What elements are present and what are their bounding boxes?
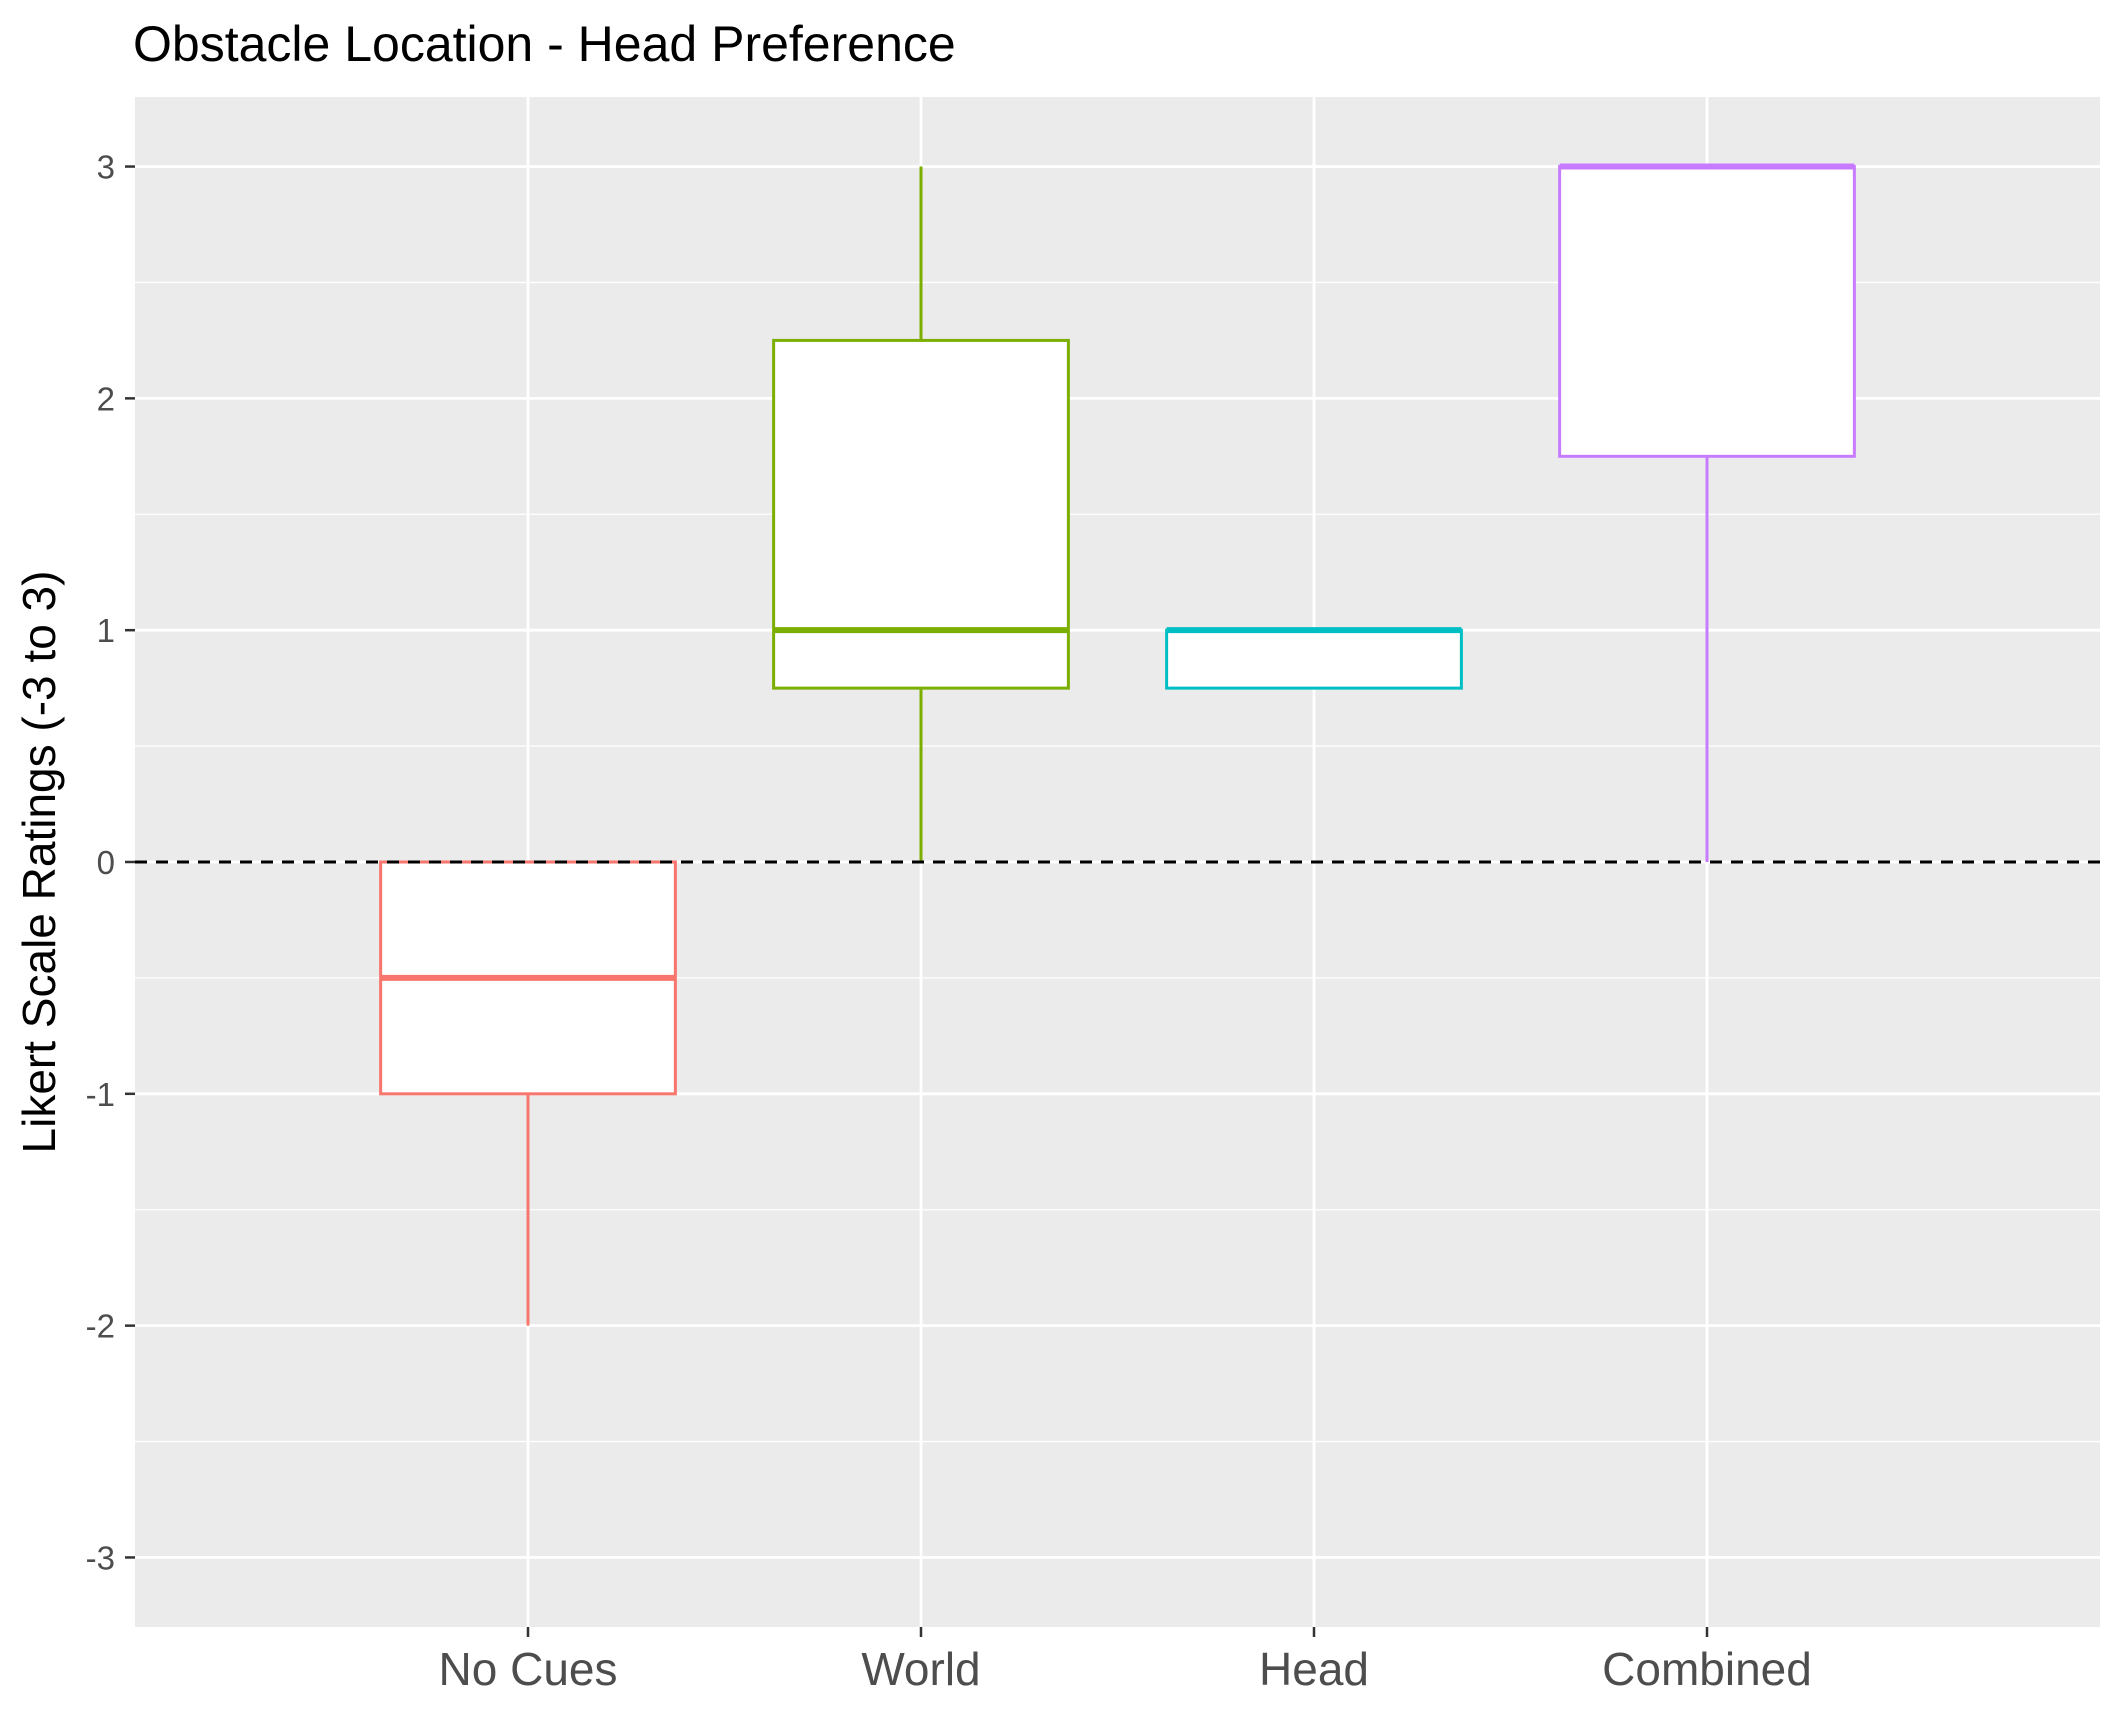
boxplot-no-cues	[379, 860, 677, 1326]
y-tick-label: -3	[86, 1539, 115, 1576]
y-axis-ticks: -3 -2 -1 0 1 2 3	[86, 149, 135, 1576]
y-tick-label: -2	[86, 1308, 115, 1345]
box	[1165, 628, 1463, 690]
chart-title: Obstacle Location - Head Preference	[133, 16, 956, 72]
y-tick-label: 1	[97, 612, 115, 649]
x-tick-label: Combined	[1602, 1643, 1812, 1695]
grid-lines	[135, 97, 2100, 1627]
x-tick-label: World	[861, 1643, 980, 1695]
boxplot-head	[1165, 627, 1463, 690]
x-tick-label: Head	[1259, 1643, 1369, 1695]
y-tick-label: 0	[97, 844, 115, 881]
x-axis-ticks: No Cues World Head Combined	[439, 1627, 1812, 1695]
y-tick-label: 3	[97, 149, 115, 186]
y-tick-label: 2	[97, 380, 115, 417]
box	[772, 338, 1070, 690]
boxplot-combined	[1558, 163, 1856, 862]
y-axis-label: Likert Scale Ratings (-3 to 3)	[13, 571, 65, 1154]
boxplots	[379, 163, 1856, 1326]
x-tick-label: No Cues	[439, 1643, 618, 1695]
boxplot-world	[772, 166, 1070, 862]
box	[1558, 165, 1856, 458]
y-tick-label: -1	[86, 1076, 115, 1113]
